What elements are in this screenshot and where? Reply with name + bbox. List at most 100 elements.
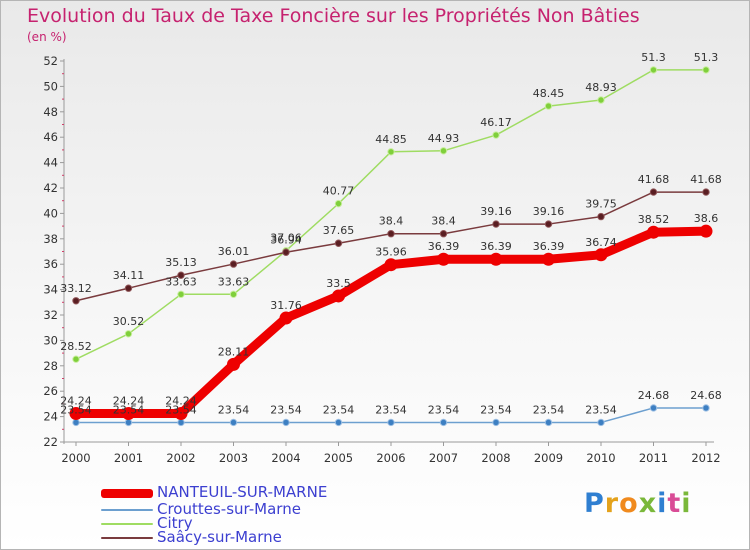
x-tick-label: 2011 xyxy=(639,451,668,465)
data-point-2 xyxy=(702,66,710,74)
data-label-1: 23.54 xyxy=(585,403,617,416)
data-point-0 xyxy=(384,258,398,272)
legend-label-citry: Citry xyxy=(157,514,193,532)
y-tick-label: 30 xyxy=(43,333,58,347)
data-point-1 xyxy=(282,418,290,427)
data-label-3: 39.16 xyxy=(480,205,512,218)
data-point-1 xyxy=(544,418,553,427)
x-tick-label: 2001 xyxy=(114,451,143,465)
x-tick-label: 2007 xyxy=(429,451,458,465)
data-label-1: 24.68 xyxy=(690,389,722,402)
x-tick-label: 2003 xyxy=(219,451,248,465)
data-point-0 xyxy=(489,252,503,266)
data-label-1: 23.54 xyxy=(480,403,512,416)
data-point-0 xyxy=(279,311,293,325)
data-label-1: 24.68 xyxy=(638,389,670,402)
data-label-2: 51.3 xyxy=(641,51,666,64)
data-label-3: 36.94 xyxy=(270,233,302,246)
data-label-3: 41.68 xyxy=(638,173,670,186)
logo-letter: i xyxy=(681,488,692,519)
data-point-0 xyxy=(437,252,450,266)
data-point-1 xyxy=(597,418,605,427)
x-tick-label: 2006 xyxy=(376,451,405,465)
y-tick-label: 48 xyxy=(43,105,58,119)
data-label-3: 37.65 xyxy=(323,224,355,237)
data-label-2: 33.63 xyxy=(218,275,250,288)
data-label-3: 39.75 xyxy=(585,198,617,211)
data-label-0: 35.96 xyxy=(375,246,407,259)
legend-label-saacy: Saâcy-sur-Marne xyxy=(157,528,282,546)
unit-label: (en %) xyxy=(27,30,67,44)
data-point-3 xyxy=(72,297,80,305)
data-label-1: 23.54 xyxy=(270,403,302,416)
y-tick-label: 40 xyxy=(43,206,58,220)
data-label-1: 23.54 xyxy=(113,403,145,416)
data-label-2: 44.85 xyxy=(375,133,407,146)
data-label-1: 23.54 xyxy=(428,403,460,416)
data-point-2 xyxy=(72,355,80,363)
chart-title: Evolution du Taux de Taxe Foncière sur l… xyxy=(27,5,640,27)
data-label-1: 23.54 xyxy=(375,403,407,416)
data-point-3 xyxy=(597,212,605,221)
data-point-3 xyxy=(544,220,553,228)
data-label-2: 46.17 xyxy=(480,116,512,129)
data-point-3 xyxy=(387,230,395,238)
y-tick-label: 32 xyxy=(43,308,58,322)
data-point-1 xyxy=(124,418,133,427)
data-point-3 xyxy=(229,260,238,268)
data-point-2 xyxy=(597,96,605,104)
x-tick-label: 2009 xyxy=(534,451,563,465)
data-point-2 xyxy=(177,290,185,298)
y-tick-label: 24 xyxy=(43,410,58,424)
data-point-1 xyxy=(649,404,658,412)
data-point-3 xyxy=(649,188,658,196)
data-label-0: 33.5 xyxy=(326,277,351,290)
data-point-3 xyxy=(439,230,448,238)
data-point-2 xyxy=(229,290,238,298)
data-label-0: 24.24 xyxy=(113,395,145,408)
data-label-0: 24.24 xyxy=(165,395,197,408)
data-label-0: 36.39 xyxy=(533,240,565,253)
data-label-0: 36.39 xyxy=(480,240,512,253)
data-label-2: 48.93 xyxy=(585,81,617,94)
y-tick-label: 46 xyxy=(43,130,58,144)
y-tick-label: 26 xyxy=(43,384,58,398)
y-tick-label: 28 xyxy=(43,359,58,373)
legend-swatch-citry xyxy=(101,523,153,525)
data-label-0: 31.76 xyxy=(270,299,302,312)
legend-label-nanteuil: NANTEUIL-SUR-MARNE xyxy=(157,483,328,501)
data-label-1: 23.54 xyxy=(323,403,355,416)
data-label-3: 38.4 xyxy=(379,215,404,228)
data-label-3: 35.13 xyxy=(165,256,197,269)
data-point-1 xyxy=(177,418,185,427)
data-point-1 xyxy=(702,404,710,412)
x-tick-label: 2010 xyxy=(586,451,615,465)
x-tick-label: 2008 xyxy=(481,451,510,465)
x-tick-label: 2004 xyxy=(271,451,300,465)
data-label-2: 28.52 xyxy=(60,340,92,353)
data-label-2: 37.06 xyxy=(270,232,302,245)
data-label-3: 36.01 xyxy=(218,245,250,258)
data-point-0 xyxy=(542,252,555,266)
data-point-0 xyxy=(647,225,660,239)
data-label-1: 23.54 xyxy=(218,403,250,416)
data-label-3: 38.4 xyxy=(431,215,456,228)
data-point-3 xyxy=(492,220,500,228)
x-tick-label: 2012 xyxy=(691,451,720,465)
data-label-2: 40.77 xyxy=(323,185,355,198)
data-point-2 xyxy=(387,148,395,156)
data-point-1 xyxy=(334,418,343,427)
data-point-2 xyxy=(124,330,133,338)
data-point-3 xyxy=(282,248,290,256)
data-label-1: 23.54 xyxy=(165,403,197,416)
data-label-0: 36.39 xyxy=(428,240,460,253)
logo-letter: r xyxy=(604,488,620,519)
data-point-0 xyxy=(227,357,240,371)
data-label-0: 38.6 xyxy=(694,212,719,225)
data-label-2: 33.63 xyxy=(165,275,197,288)
data-point-0 xyxy=(174,407,188,421)
data-point-1 xyxy=(492,418,500,427)
y-tick-label: 52 xyxy=(43,54,58,68)
y-tick-label: 34 xyxy=(43,283,58,297)
